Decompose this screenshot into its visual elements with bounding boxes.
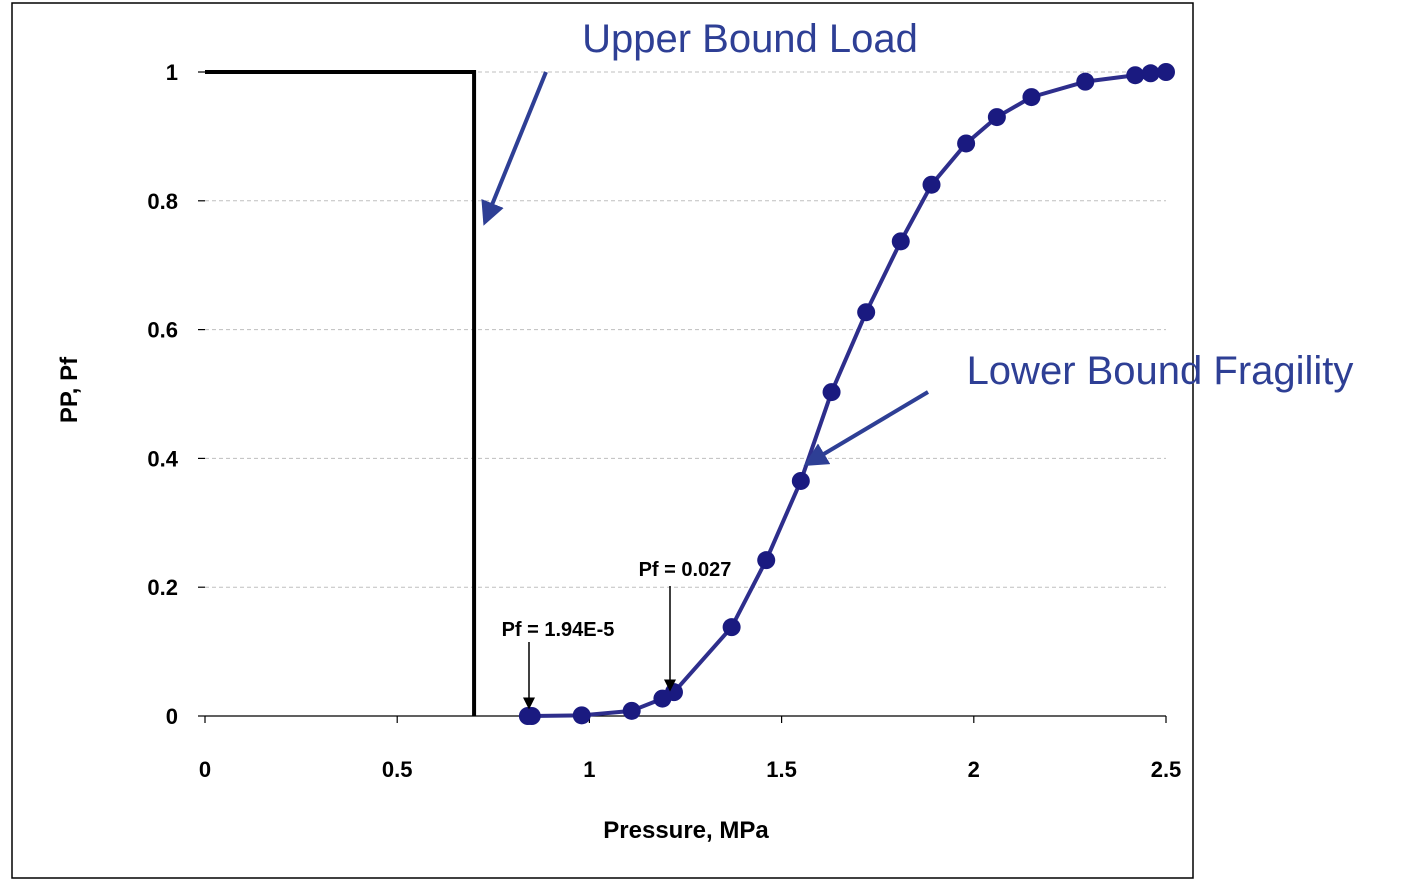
fragility-point-9	[822, 383, 841, 402]
x-axis-title: Pressure, MPa	[603, 817, 769, 844]
fragility-point-19	[1157, 63, 1175, 81]
fragility-point-15	[1022, 88, 1041, 107]
y-tick-label-0: 0	[166, 704, 178, 729]
annotation-pf-2: Pf = 0.027	[639, 559, 732, 581]
fragility-point-3	[622, 701, 641, 720]
series	[205, 63, 1175, 725]
callout-lower-bound-fragility: Lower Bound Fragility	[967, 349, 1354, 393]
grid	[205, 71, 1166, 588]
x-ticks: 0 0.5 1 1.5 2 2.5	[199, 716, 1181, 782]
fragility-point-11	[891, 232, 910, 251]
x-tick-label-0: 0	[199, 757, 211, 782]
x-tick-label-3: 1.5	[766, 757, 797, 782]
fragility-point-13	[957, 134, 976, 153]
annotation-pf-1: Pf = 1.94E-5	[502, 619, 615, 641]
fragility-point-8	[791, 471, 810, 490]
y-axis-title: PP, Pf	[56, 356, 83, 423]
y-ticks: 0 0.2 0.4 0.6 0.8 1	[147, 60, 205, 729]
chart-frame	[11, 2, 1194, 879]
fragility-point-6	[722, 618, 741, 637]
y-tick-label-4: 0.8	[147, 189, 178, 214]
fragility-point-17	[1126, 66, 1145, 85]
series-upper-bound-load-line	[205, 70, 477, 716]
y-tick-label-1: 0.2	[147, 575, 178, 600]
x-tick-label-4: 2	[968, 757, 980, 782]
fragility-point-12	[922, 175, 941, 194]
y-tick-label-3: 0.6	[147, 318, 178, 343]
fragility-point-10	[857, 303, 876, 322]
callout-upper-bound-load: Upper Bound Load	[582, 17, 918, 61]
fragility-point-18	[1141, 64, 1160, 83]
fragility-point-2	[572, 706, 591, 725]
fragility-point-1	[522, 707, 541, 725]
x-tick-label-2: 1	[583, 757, 595, 782]
y-tick-label-2: 0.4	[147, 446, 178, 471]
callout-upper-bound-load-arrow	[481, 71, 548, 226]
fragility-point-16	[1076, 72, 1095, 91]
y-tick-label-5: 1	[166, 60, 178, 85]
fragility-point-7	[757, 551, 776, 570]
x-tick-label-1: 0.5	[382, 757, 413, 782]
fragility-point-5	[664, 683, 683, 702]
callout-lower-bound-fragility-arrow	[803, 390, 930, 467]
x-tick-label-5: 2.5	[1151, 757, 1182, 782]
fragility-point-14	[987, 108, 1006, 127]
